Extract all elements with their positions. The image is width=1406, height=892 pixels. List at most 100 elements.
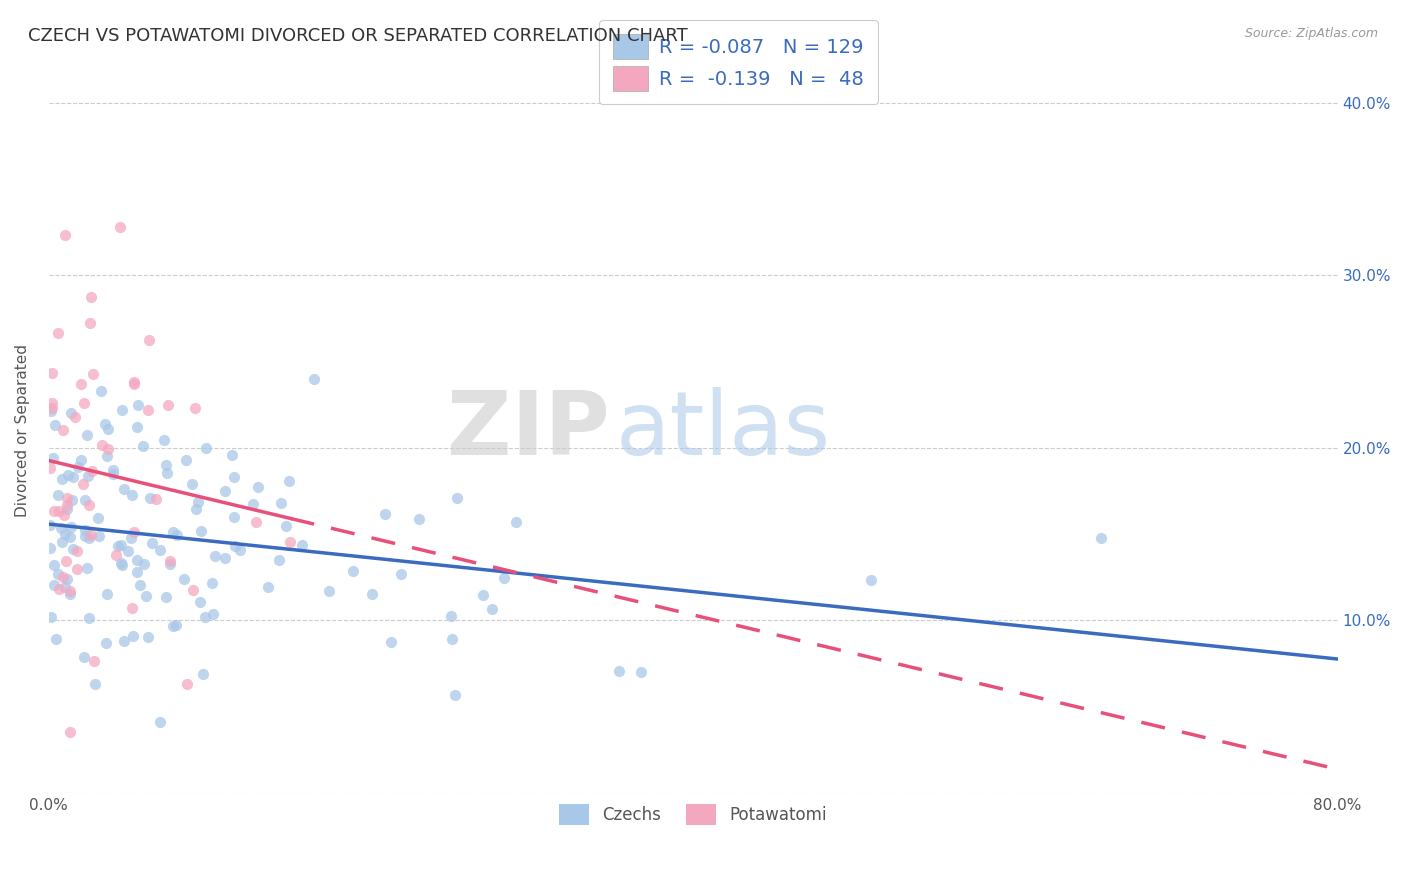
Point [202, 607, 225, 621]
Point [135, 589, 157, 603]
Point [73, 524, 96, 538]
Point [83, 654, 105, 668]
Point [174, 453, 197, 467]
Point [70, 377, 93, 392]
Point [73, 396, 96, 410]
Point [247, 480, 270, 494]
Point [72, 476, 94, 491]
Point [51, 535, 73, 549]
Point [204, 549, 226, 563]
Point [132, 558, 155, 572]
Point [276, 518, 298, 533]
Point [374, 507, 396, 521]
Point [127, 398, 149, 412]
Point [181, 476, 204, 491]
Point [224, 510, 246, 524]
Point [221, 448, 243, 462]
Point [53, 580, 76, 594]
Point [481, 602, 503, 616]
Point [183, 401, 205, 415]
Point [138, 402, 160, 417]
Point [156, 466, 179, 480]
Point [166, 527, 188, 541]
Point [60, 493, 83, 508]
Text: ZIP: ZIP [447, 387, 609, 474]
Point [117, 544, 139, 558]
Point [91, 438, 114, 452]
Point [39, 518, 62, 533]
Point [39, 610, 62, 624]
Point [318, 583, 340, 598]
Point [132, 439, 155, 453]
Point [440, 632, 463, 646]
Point [173, 572, 195, 586]
Point [56, 498, 79, 512]
Point [188, 595, 211, 609]
Point [125, 553, 148, 567]
Point [60, 406, 83, 420]
Point [121, 629, 143, 643]
Point [290, 538, 312, 552]
Point [58, 583, 80, 598]
Point [82, 464, 104, 478]
Point [110, 556, 132, 570]
Point [214, 550, 236, 565]
Point [44, 417, 66, 432]
Text: atlas: atlas [616, 387, 831, 474]
Point [52, 423, 75, 437]
Point [79, 316, 101, 330]
Point [155, 458, 177, 473]
Point [39, 403, 62, 417]
Point [56, 501, 79, 516]
Point [42, 558, 65, 572]
Point [125, 565, 148, 579]
Y-axis label: Divorced or Separated: Divorced or Separated [15, 344, 30, 517]
Point [242, 497, 264, 511]
Point [257, 580, 280, 594]
Point [222, 469, 245, 483]
Point [104, 548, 127, 562]
Point [49, 521, 72, 535]
Point [94, 417, 117, 432]
Point [112, 483, 135, 497]
Point [45, 632, 67, 647]
Point [103, 463, 125, 477]
Point [73, 650, 96, 665]
Point [107, 539, 129, 553]
Point [59, 530, 82, 544]
Point [73, 529, 96, 543]
Point [46, 326, 69, 340]
Point [52, 508, 75, 522]
Text: CZECH VS POTAWATOMI DIVORCED OR SEPARATED CORRELATION CHART: CZECH VS POTAWATOMI DIVORCED OR SEPARATE… [28, 27, 688, 45]
Point [494, 571, 516, 585]
Point [440, 609, 463, 624]
Point [630, 665, 652, 679]
Point [165, 618, 187, 632]
Point [66, 562, 89, 576]
Point [280, 534, 302, 549]
Point [270, 496, 292, 510]
Point [152, 433, 174, 447]
Point [505, 515, 527, 529]
Point [46, 566, 69, 581]
Point [607, 665, 630, 679]
Point [41, 395, 63, 409]
Point [77, 611, 100, 625]
Point [122, 525, 145, 540]
Point [39, 541, 62, 555]
Point [82, 368, 104, 382]
Point [42, 504, 65, 518]
Point [214, 483, 236, 498]
Point [184, 502, 207, 516]
Point [52, 570, 75, 584]
Point [80, 528, 103, 542]
Point [149, 715, 172, 730]
Point [97, 422, 120, 436]
Point [277, 474, 299, 488]
Point [444, 688, 467, 702]
Point [96, 586, 118, 600]
Point [41, 401, 63, 415]
Point [77, 531, 100, 545]
Point [122, 377, 145, 392]
Point [41, 450, 63, 465]
